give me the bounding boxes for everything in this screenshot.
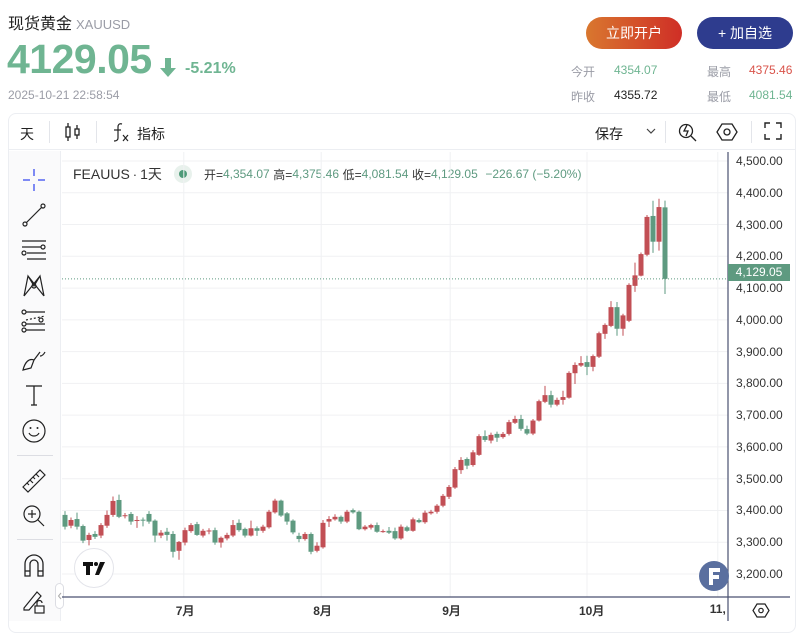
divider <box>49 121 50 143</box>
legend-close-label: 收= <box>412 167 432 182</box>
y-tick-label: 3,700.00 <box>736 408 783 423</box>
settings-icon[interactable] <box>716 122 738 142</box>
f-logo-icon[interactable] <box>699 561 729 591</box>
fx-icon[interactable] <box>111 121 131 143</box>
legend-low-label: 低= <box>342 167 362 182</box>
x-tick-label: 11, <box>709 602 726 616</box>
y-tick-label: 3,800.00 <box>736 376 783 391</box>
parallel-lines-icon[interactable] <box>21 237 47 263</box>
chart-legend: FEAUUS · 1天 开= 4,354.07 高= 4,375.46 低= 4,08… <box>73 164 581 184</box>
chevron-down-icon[interactable] <box>646 127 656 135</box>
divider <box>665 121 666 143</box>
magnet-icon[interactable] <box>21 552 47 578</box>
y-tick-label: 3,600.00 <box>736 439 783 454</box>
legend-separator: · <box>132 166 138 182</box>
chart-card <box>8 113 796 633</box>
drawing-toolbar <box>9 151 61 621</box>
instrument-title: 现货黄金 XAUUSD <box>8 10 130 34</box>
emoji-icon[interactable] <box>21 418 47 444</box>
low-label: 最低 <box>707 90 732 104</box>
indicators-button[interactable]: 指标 <box>137 126 165 142</box>
x-tick-label: 7月 <box>175 604 195 618</box>
high-value: 4375.46 <box>749 63 793 77</box>
last-price: 4129.05 <box>7 36 152 82</box>
instrument-name: 现货黄金 <box>8 16 73 33</box>
y-tick-label: 3,900.00 <box>736 344 783 359</box>
collapse-toolbar-handle[interactable] <box>55 583 64 609</box>
open-label: 今开 <box>571 65 596 79</box>
brush-icon[interactable] <box>21 346 47 372</box>
tradingview-logo[interactable] <box>74 548 114 588</box>
candle-type-icon[interactable] <box>64 122 82 142</box>
legend-high: 4,375.46 <box>292 167 340 181</box>
axis-settings-icon[interactable] <box>752 603 770 618</box>
divider <box>17 539 53 540</box>
legend-symbol: FEAUUS <box>73 166 130 182</box>
legend-interval: 1天 <box>140 166 162 182</box>
fullscreen-icon[interactable] <box>764 122 782 140</box>
y-tick-label: 4,000.00 <box>736 312 783 327</box>
fib-icon[interactable] <box>21 308 47 334</box>
prev-close-label: 昨收 <box>571 90 596 104</box>
legend-close: 4,129.05 <box>431 167 478 181</box>
divider <box>17 455 53 456</box>
add-watchlist-button[interactable]: + 加自选 <box>697 17 793 49</box>
y-tick-label: 4,500.00 <box>736 154 783 168</box>
low-value: 4081.54 <box>749 88 793 102</box>
legend-open: 4,354.07 <box>222 167 270 181</box>
legend-open-label: 开= <box>203 167 223 182</box>
arrow-down-icon <box>160 58 176 77</box>
y-tick-label: 3,300.00 <box>736 535 783 550</box>
y-tick-label: 4,100.00 <box>736 281 783 296</box>
divider <box>96 121 97 143</box>
legend-change: −226.67 (−5.20%) <box>485 167 582 181</box>
divider <box>751 121 752 143</box>
last-price-tag: 4,129.05 <box>728 264 790 281</box>
crosshair-icon[interactable] <box>21 167 47 193</box>
quick-search-icon[interactable] <box>678 121 698 143</box>
y-tick-label: 4,200.00 <box>736 249 783 264</box>
instrument-symbol: XAUUSD <box>76 17 131 32</box>
high-label: 最高 <box>707 65 732 79</box>
x-tick-label: 8月 <box>313 604 332 618</box>
chart-toolbar <box>9 114 795 150</box>
x-tick-label: 10月 <box>579 604 605 618</box>
zoom-in-icon[interactable] <box>21 503 47 529</box>
open-account-button[interactable]: 立即开户 <box>586 17 682 49</box>
prev-close-value: 4355.72 <box>614 88 658 102</box>
legend-high-label: 高= <box>273 167 293 182</box>
market-status-icon[interactable] <box>173 165 192 183</box>
timestamp: 2025-10-21 22:58:54 <box>8 88 120 102</box>
change-percent: -5.21% <box>185 60 236 77</box>
legend-low: 4,081.54 <box>361 167 409 181</box>
save-button[interactable]: 保存 <box>595 126 623 142</box>
ruler-icon[interactable] <box>21 468 47 494</box>
x-tick-label: 9月 <box>442 604 461 618</box>
text-icon[interactable] <box>21 382 47 408</box>
trend-line-icon[interactable] <box>21 202 47 228</box>
interval-button[interactable]: 天 <box>20 126 34 142</box>
open-value: 4354.07 <box>614 63 658 77</box>
y-tick-label: 3,500.00 <box>736 471 783 486</box>
pattern-icon[interactable] <box>21 273 47 299</box>
y-tick-label: 3,200.00 <box>736 567 783 581</box>
y-tick-label: 4,300.00 <box>736 217 783 232</box>
y-tick-label: 4,400.00 <box>736 185 783 200</box>
y-tick-label: 3,400.00 <box>736 503 783 518</box>
lock-drawings-icon[interactable] <box>21 588 47 614</box>
